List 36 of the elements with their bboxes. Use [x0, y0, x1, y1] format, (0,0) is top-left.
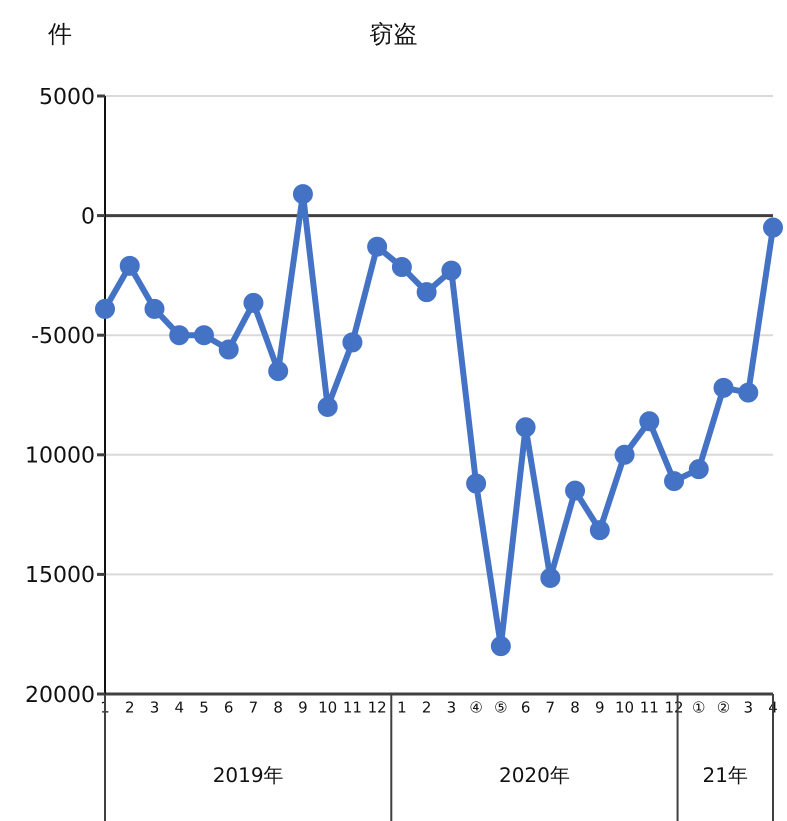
x-tick-label: 9 — [595, 698, 605, 717]
chart-title: 窃盗 — [370, 20, 418, 48]
x-tick-label: 9 — [298, 698, 308, 717]
y-tick-label: 5000 — [39, 84, 95, 110]
x-tick-label: 3 — [743, 698, 754, 717]
x-tick-label: 2 — [124, 698, 135, 717]
text: 2019年 — [212, 763, 284, 787]
x-tick-label: 8 — [570, 698, 580, 717]
x-tick-label: 11 — [640, 698, 659, 717]
y-tick-label: 10000 — [25, 444, 95, 469]
x-tick-label: 10 — [318, 698, 338, 717]
y-axis-title: 件 — [48, 19, 72, 50]
x-tick-label: 7 — [248, 698, 258, 717]
x-tick-label: ② — [716, 698, 730, 717]
x-tick-label: 7 — [546, 698, 556, 717]
text: 21年 — [702, 763, 748, 787]
x-tick-label: 10 — [615, 698, 634, 717]
x-tick-label: 5 — [199, 698, 209, 717]
x-tick-label: 3 — [446, 698, 456, 717]
x-tick-label: 6 — [520, 698, 530, 717]
text: 2020年 — [498, 763, 570, 787]
x-tick-label: ⑤ — [494, 698, 508, 717]
x-tick-label: 1 — [397, 698, 407, 717]
x-tick-label: 12 — [368, 698, 387, 717]
y-tick-label: -5000 — [31, 324, 95, 350]
x-tick-label: 11 — [342, 698, 362, 717]
x-tick-label: ④ — [469, 698, 483, 717]
y-tick-label: 20000 — [25, 682, 95, 708]
x-tick-label: 8 — [273, 698, 283, 717]
y-tick-label: 0 — [81, 204, 95, 230]
y-tick-label: 15000 — [25, 563, 95, 588]
x-tick-label: 3 — [150, 698, 160, 717]
x-tick-label: ① — [692, 698, 706, 717]
x-tick-label: 4 — [174, 698, 184, 717]
x-tick-label: 6 — [224, 698, 234, 717]
x-tick-label: 2 — [422, 698, 432, 717]
